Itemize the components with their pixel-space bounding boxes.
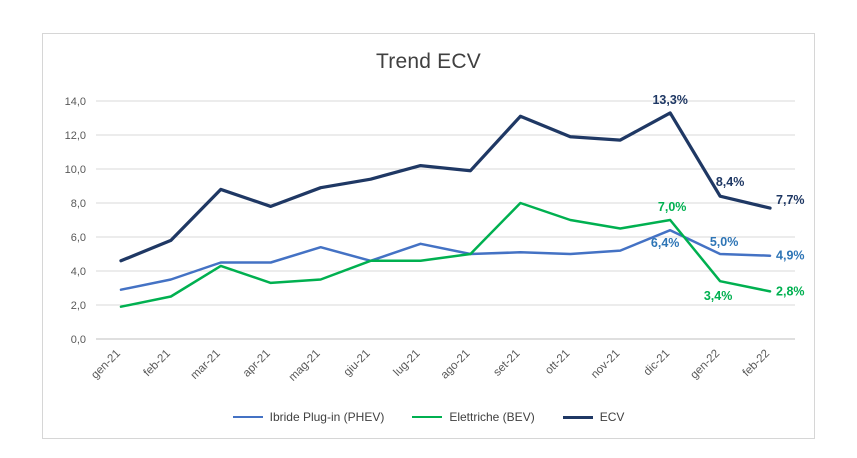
y-tick-label: 0,0	[71, 334, 86, 346]
series-line-elettriche-bev	[119, 201, 772, 308]
data-label-ecv-feb-22: 7,7%	[776, 193, 805, 207]
legend-label: Ibride Plug-in (PHEV)	[269, 410, 385, 424]
x-tick-label: ott-21	[543, 348, 572, 377]
series-line-ibride-plug-in-phev	[119, 228, 772, 291]
data-label-elettriche-bev-gen-22: 3,4%	[704, 289, 733, 303]
x-tick-label: mag-21	[287, 348, 323, 384]
x-tick-label: gen-22	[688, 348, 722, 382]
data-label-elettriche-bev-feb-22: 2,8%	[776, 284, 805, 298]
x-tick-label: ago-21	[439, 348, 473, 382]
y-tick-label: 10,0	[65, 164, 86, 176]
data-label-ibride-plug-in-phev-dic-21: 6,4%	[651, 236, 680, 250]
data-label-ibride-plug-in-phev-feb-22: 4,9%	[776, 249, 805, 263]
legend-swatch-ecv	[562, 415, 593, 419]
chart-plot-area: 0,0 2,0 4,0 6,0 8,0 10,0 12,0 14,0 gen-21 feb-21 m…	[65, 93, 805, 384]
chart-legend: Ibride Plug-in (PHEV) Elettriche (BEV) ECV	[43, 410, 814, 424]
y-tick-label: 14,0	[65, 96, 86, 108]
chart-frame[interactable]: Trend ECV 0,0 2,0 4,0 6,0 8,0 10,0 12,0 14,0 gen…	[42, 33, 815, 439]
legend-item-elettriche-bev: Elettriche (BEV)	[412, 410, 535, 424]
x-tick-label: apr-21	[241, 348, 273, 380]
y-tick-label: 4,0	[71, 266, 86, 278]
x-tick-label: gen-21	[89, 348, 123, 382]
x-tick-label: mar-21	[189, 348, 223, 382]
y-tick-label: 6,0	[71, 232, 86, 244]
legend-item-ibride-plug-in-phev: Ibride Plug-in (PHEV)	[232, 410, 385, 424]
x-tick-label: giu-21	[342, 348, 373, 379]
x-tick-label: lug-21	[392, 348, 423, 379]
data-label-ibride-plug-in-phev-gen-22: 5,0%	[710, 235, 739, 249]
y-tick-label: 2,0	[71, 300, 86, 312]
chart-title: Trend ECV	[376, 50, 481, 73]
x-tick-label: dic-21	[642, 348, 673, 379]
legend-swatch-elettriche-bev	[412, 416, 443, 418]
series-line-ecv	[119, 111, 772, 263]
x-tick-label: feb-21	[141, 348, 173, 380]
legend-swatch-ibride-plug-in-phev	[232, 416, 263, 418]
x-tick-label: set-21	[491, 348, 522, 379]
legend-label: ECV	[599, 410, 625, 424]
legend-item-ecv: ECV	[562, 410, 625, 424]
data-label-ecv-gen-22: 8,4%	[716, 175, 745, 189]
data-label-elettriche-bev-dic-21: 7,0%	[658, 200, 687, 214]
legend-label: Elettriche (BEV)	[449, 410, 535, 424]
x-tick-label: nov-21	[589, 348, 622, 381]
data-label-ecv-dic-21: 13,3%	[652, 93, 687, 107]
x-tick-label: feb-22	[741, 348, 773, 380]
y-tick-label: 8,0	[71, 198, 86, 210]
y-tick-label: 12,0	[65, 130, 86, 142]
